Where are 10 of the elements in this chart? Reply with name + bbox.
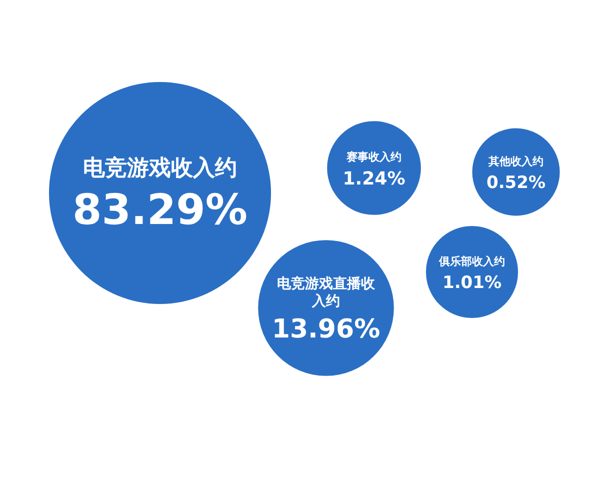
category-label: 俱乐部收入约	[438, 255, 505, 268]
category-label: 其他收入约	[488, 155, 544, 168]
category-label: 电竞游戏收入约	[83, 155, 237, 182]
data-label: 1.01%	[442, 273, 502, 294]
data-label: 13.96%	[272, 314, 380, 345]
data-label: 0.52%	[486, 173, 546, 194]
data-label: 1.24%	[342, 168, 406, 190]
category-label: 赛事收入约	[346, 150, 402, 164]
category-label: 电竞游戏直播收入约	[277, 275, 376, 310]
data-label: 83.29%	[72, 184, 248, 234]
